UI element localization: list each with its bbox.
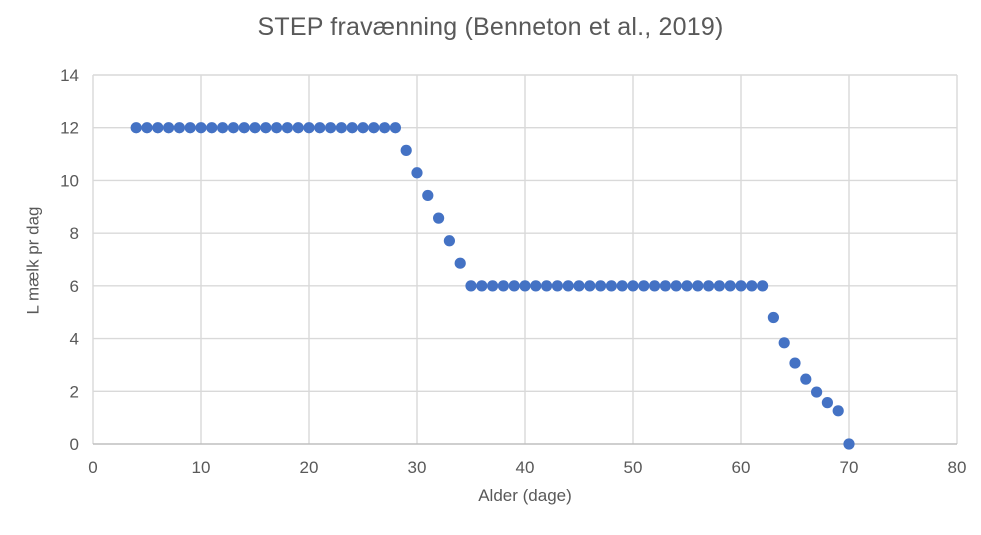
data-point [789,357,801,369]
data-point [573,280,585,292]
x-tick-label: 0 [88,458,97,477]
data-point [400,144,412,156]
data-point [659,280,672,292]
data-point [389,122,401,134]
chart-title: STEP fravænning (Benneton et al., 2019) [257,13,724,41]
data-point [757,280,769,292]
data-point [411,167,423,179]
y-tick-label: 10 [60,171,79,190]
data-point [163,122,175,134]
data-point [173,122,185,134]
data-point [184,122,196,134]
data-point [821,397,834,409]
data-point [314,122,326,134]
data-point [649,280,661,292]
x-tick-label: 40 [516,458,535,477]
data-point [843,438,855,450]
data-point [368,122,380,134]
y-tick-label: 12 [60,119,79,138]
data-point [130,122,142,134]
data-point [335,122,347,134]
data-point [541,280,553,292]
data-point [260,122,272,134]
y-tick-label: 14 [60,66,79,85]
data-point [357,122,369,134]
data-point [616,280,628,292]
x-tick-label: 60 [732,458,751,477]
data-point [379,122,391,134]
data-point [713,280,726,292]
data-point [454,257,466,269]
x-tick-label: 30 [408,458,427,477]
data-point [800,373,812,385]
data-point [735,280,747,292]
data-point [249,122,261,134]
y-tick-label: 2 [70,382,79,401]
data-point [465,280,477,292]
x-axis-title: Alder (dage) [478,486,572,505]
y-tick-label: 8 [70,224,79,243]
data-point [692,280,704,292]
data-point [487,280,499,292]
x-tick-label: 70 [840,458,859,477]
data-point [584,280,596,292]
data-point [746,280,758,292]
data-point [562,280,574,292]
data-point [476,280,488,292]
y-tick-label: 4 [70,330,79,349]
data-point [811,386,823,398]
y-tick-label: 6 [70,277,79,296]
data-point [292,122,304,134]
data-point [422,189,434,202]
data-point [281,122,293,134]
data-point [152,122,164,134]
data-point [530,280,542,292]
data-point [206,122,218,134]
data-point [141,122,153,134]
data-point [703,280,715,292]
data-point [767,311,780,324]
y-tick-label: 0 [70,435,79,454]
data-point [433,212,445,224]
data-point [346,122,358,134]
x-tick-label: 10 [192,458,211,477]
x-tick-label: 80 [948,458,967,477]
data-point [670,280,682,292]
data-point [519,280,531,292]
data-point [217,122,229,134]
data-point [497,280,509,292]
data-point [724,280,736,292]
data-point [595,280,607,292]
data-point [627,280,639,292]
data-point [778,337,790,349]
data-point [227,122,239,134]
x-tick-label: 50 [624,458,643,477]
data-point [325,122,337,134]
data-point [443,235,455,247]
data-point [832,405,844,417]
data-point [638,280,650,292]
data-point [303,122,315,134]
data-point [508,280,520,292]
data-point [238,122,250,134]
data-point [681,280,693,292]
data-point [195,122,207,134]
data-point [605,280,618,292]
x-tick-label: 20 [300,458,319,477]
data-point [551,280,564,292]
data-point [271,122,283,134]
